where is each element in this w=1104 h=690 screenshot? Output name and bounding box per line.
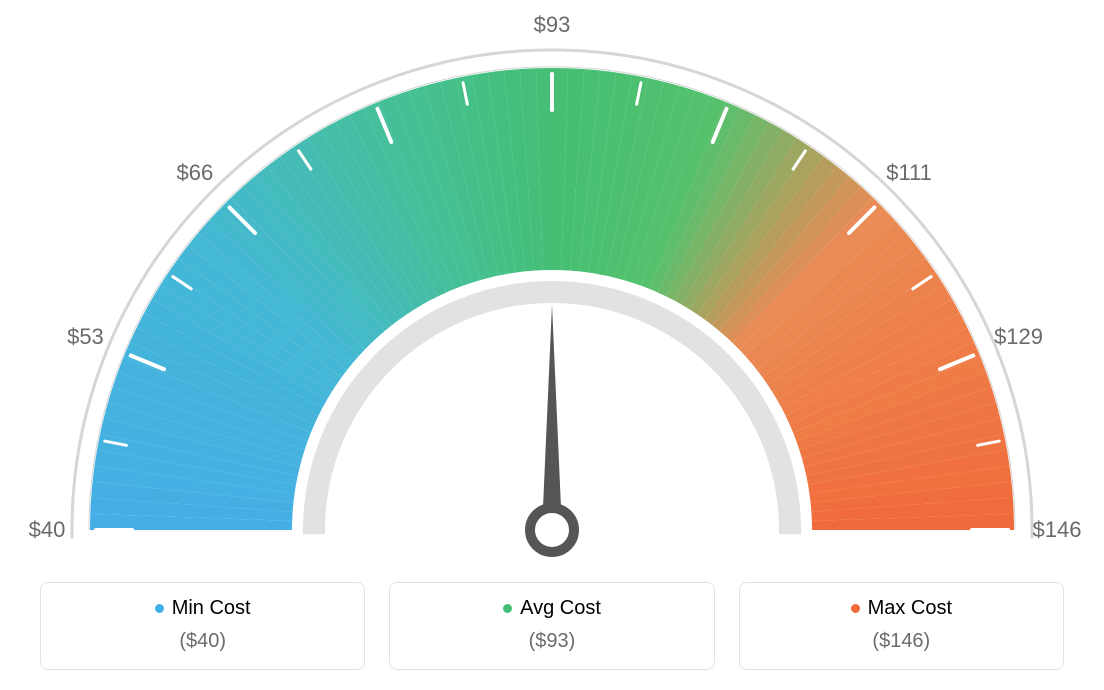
legend-row: Min Cost ($40) Avg Cost ($93) Max Cost (… [40,582,1064,670]
legend-card-max: Max Cost ($146) [739,582,1064,670]
scale-label: $93 [534,12,571,38]
scale-label: $146 [1033,517,1082,543]
legend-title-min: Min Cost [155,597,251,620]
scale-label: $66 [177,160,214,186]
legend-label: Min Cost [172,597,251,620]
legend-value: ($146) [750,630,1053,653]
legend-card-min: Min Cost ($40) [40,582,365,670]
legend-label: Avg Cost [520,597,601,620]
legend-value: ($40) [51,630,354,653]
legend-label: Max Cost [868,597,952,620]
dot-icon [851,604,860,613]
dot-icon [503,604,512,613]
scale-label: $129 [994,324,1043,350]
legend-title-avg: Avg Cost [503,597,601,620]
scale-label: $40 [29,517,66,543]
gauge: $40 $53 $66 $93 $111 $129 $146 [0,0,1104,560]
scale-label: $111 [886,160,932,186]
legend-title-max: Max Cost [851,597,952,620]
dot-icon [155,604,164,613]
legend-card-avg: Avg Cost ($93) [389,582,714,670]
gauge-chart-container: $40 $53 $66 $93 $111 $129 $146 Min Cost ($40) … [0,0,1104,690]
legend-value: ($93) [400,630,703,653]
scale-label: $53 [67,324,104,350]
